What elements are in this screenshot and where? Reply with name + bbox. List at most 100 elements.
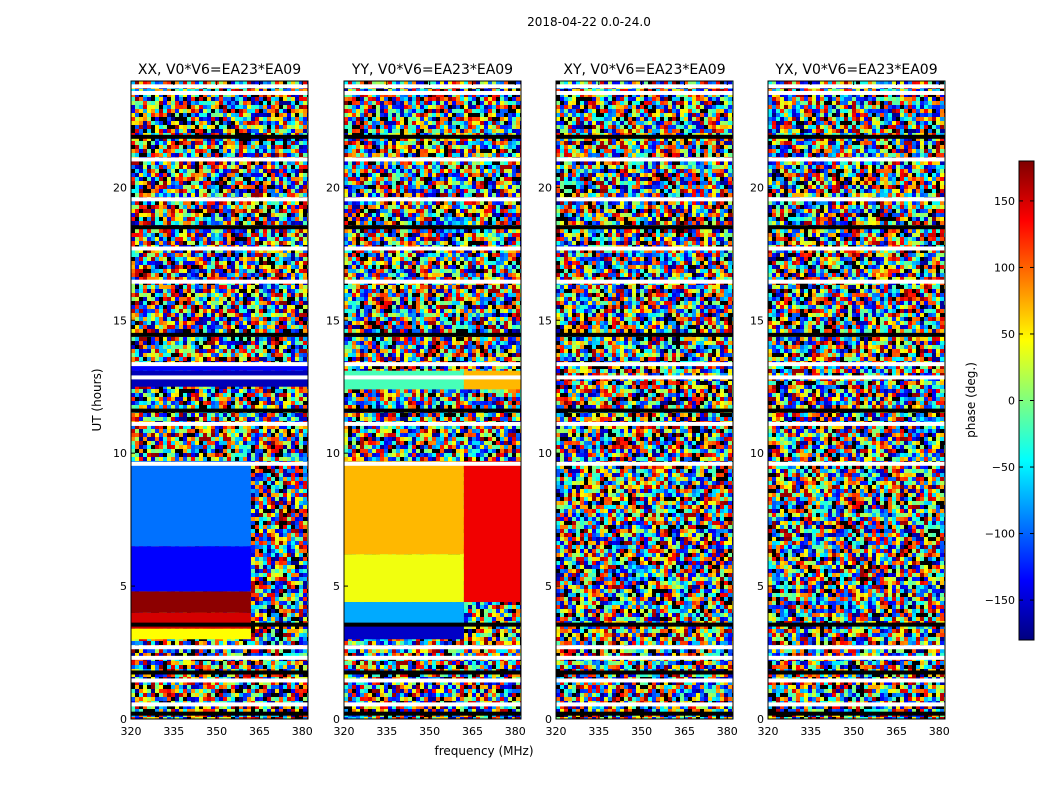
y-tick-label: 15 — [750, 314, 764, 327]
x-tick-label: 365 — [674, 725, 695, 738]
x-tick-label: 350 — [206, 725, 227, 738]
panel-heatmap — [768, 81, 945, 719]
flagged-band — [768, 711, 945, 716]
flagged-band — [768, 655, 945, 660]
panel-heatmap — [556, 81, 733, 719]
x-tick-label: 335 — [163, 725, 184, 738]
flagged-band — [556, 702, 733, 707]
flagged-band — [344, 645, 521, 650]
x-tick-label: 380 — [929, 725, 950, 738]
flagged-band — [131, 279, 308, 284]
phase-region-7 — [131, 365, 308, 371]
y-tick-label: 10 — [326, 447, 340, 460]
y-tick-label: 20 — [538, 181, 552, 194]
phase-region-7 — [463, 370, 521, 390]
flagged-band — [131, 90, 308, 95]
y-tick-label: 10 — [750, 447, 764, 460]
flagged-band — [344, 670, 521, 675]
flagged-band — [556, 408, 733, 413]
x-tick-label: 320 — [546, 725, 567, 738]
flagged-band — [344, 84, 521, 89]
x-tick-label: 380 — [292, 725, 313, 738]
y-tick-label: 15 — [326, 314, 340, 327]
x-tick-label: 365 — [249, 725, 270, 738]
flagged-band — [556, 375, 733, 380]
phase-region-3 — [131, 591, 251, 613]
y-tick-label: 0 — [333, 713, 340, 726]
panel-title: XX, V0*V6=EA23*EA09 — [138, 62, 301, 78]
panel-1: XX, V0*V6=EA23*EA09 320 335 350 365 380 0 5 10 15… — [113, 62, 313, 738]
flagged-band — [131, 197, 308, 202]
y-tick-label: 10 — [113, 447, 127, 460]
x-tick-label: 335 — [376, 725, 397, 738]
flagged-band — [556, 225, 733, 230]
panel-heatmap — [344, 81, 521, 719]
flagged-band — [344, 421, 521, 426]
flagged-band — [344, 157, 521, 162]
flagged-band — [131, 246, 308, 251]
y-tick-label: 15 — [113, 314, 127, 327]
figure-title: 2018-04-22 0.0-24.0 — [527, 15, 651, 29]
flagged-band — [344, 332, 521, 337]
phase-region-4 — [131, 546, 251, 592]
flagged-band — [556, 645, 733, 650]
colorbar-tick-label: −150 — [985, 594, 1015, 607]
y-tick-label: 0 — [757, 713, 764, 726]
flagged-band — [768, 421, 945, 426]
phase-region-6 — [344, 370, 464, 390]
flagged-band — [556, 246, 733, 251]
panel-title: YX, V0*V6=EA23*EA09 — [774, 62, 937, 78]
y-tick-label: 20 — [113, 181, 127, 194]
phase-region-1 — [344, 623, 464, 640]
flagged-band — [768, 90, 945, 95]
x-tick-label: 320 — [334, 725, 355, 738]
flagged-band — [556, 421, 733, 426]
x-tick-label: 335 — [800, 725, 821, 738]
y-tick-label: 5 — [120, 580, 127, 593]
flagged-band — [131, 622, 308, 627]
flagged-band — [131, 702, 308, 707]
flagged-band — [556, 670, 733, 675]
flagged-band — [556, 461, 733, 466]
flagged-band — [131, 332, 308, 337]
flagged-band — [556, 84, 733, 89]
flagged-band — [344, 702, 521, 707]
flagged-band — [768, 134, 945, 139]
x-tick-label: 350 — [843, 725, 864, 738]
flagged-band — [131, 655, 308, 660]
panel-heatmap — [131, 81, 308, 719]
flagged-band — [556, 622, 733, 627]
flagged-band — [344, 225, 521, 230]
flagged-band — [556, 711, 733, 716]
flagged-band — [344, 375, 521, 380]
flagged-band — [768, 246, 945, 251]
flagged-band — [131, 408, 308, 413]
panel-frame — [130, 80, 309, 720]
panel-4: YX, V0*V6=EA23*EA09 320 335 350 365 380 0 5 10 15… — [750, 62, 950, 738]
panel-frame — [767, 80, 946, 720]
x-tick-label: 380 — [505, 725, 526, 738]
flagged-band — [131, 711, 308, 716]
flagged-band — [344, 279, 521, 284]
colorbar-tick-label: 50 — [1001, 328, 1015, 341]
flagged-band — [344, 408, 521, 413]
flagged-band — [768, 645, 945, 650]
x-tick-label: 350 — [631, 725, 652, 738]
flagged-band — [768, 622, 945, 627]
y-tick-label: 5 — [333, 580, 340, 593]
flagged-band — [556, 678, 733, 683]
flagged-band — [131, 362, 308, 367]
flagged-band — [344, 197, 521, 202]
flagged-band — [344, 655, 521, 660]
colorbar-tick-label: 100 — [994, 261, 1015, 274]
y-tick-label: 5 — [545, 580, 552, 593]
colorbar: 150 100 50 0 −50 −100 −150 — [985, 160, 1035, 641]
flagged-band — [556, 197, 733, 202]
flagged-band — [344, 711, 521, 716]
x-tick-label: 380 — [717, 725, 738, 738]
y-axis-label: UT (hours) — [90, 368, 104, 431]
flagged-band — [131, 225, 308, 230]
x-axis-label: frequency (MHz) — [434, 744, 533, 758]
panel-title: YY, V0*V6=EA23*EA09 — [351, 62, 513, 78]
